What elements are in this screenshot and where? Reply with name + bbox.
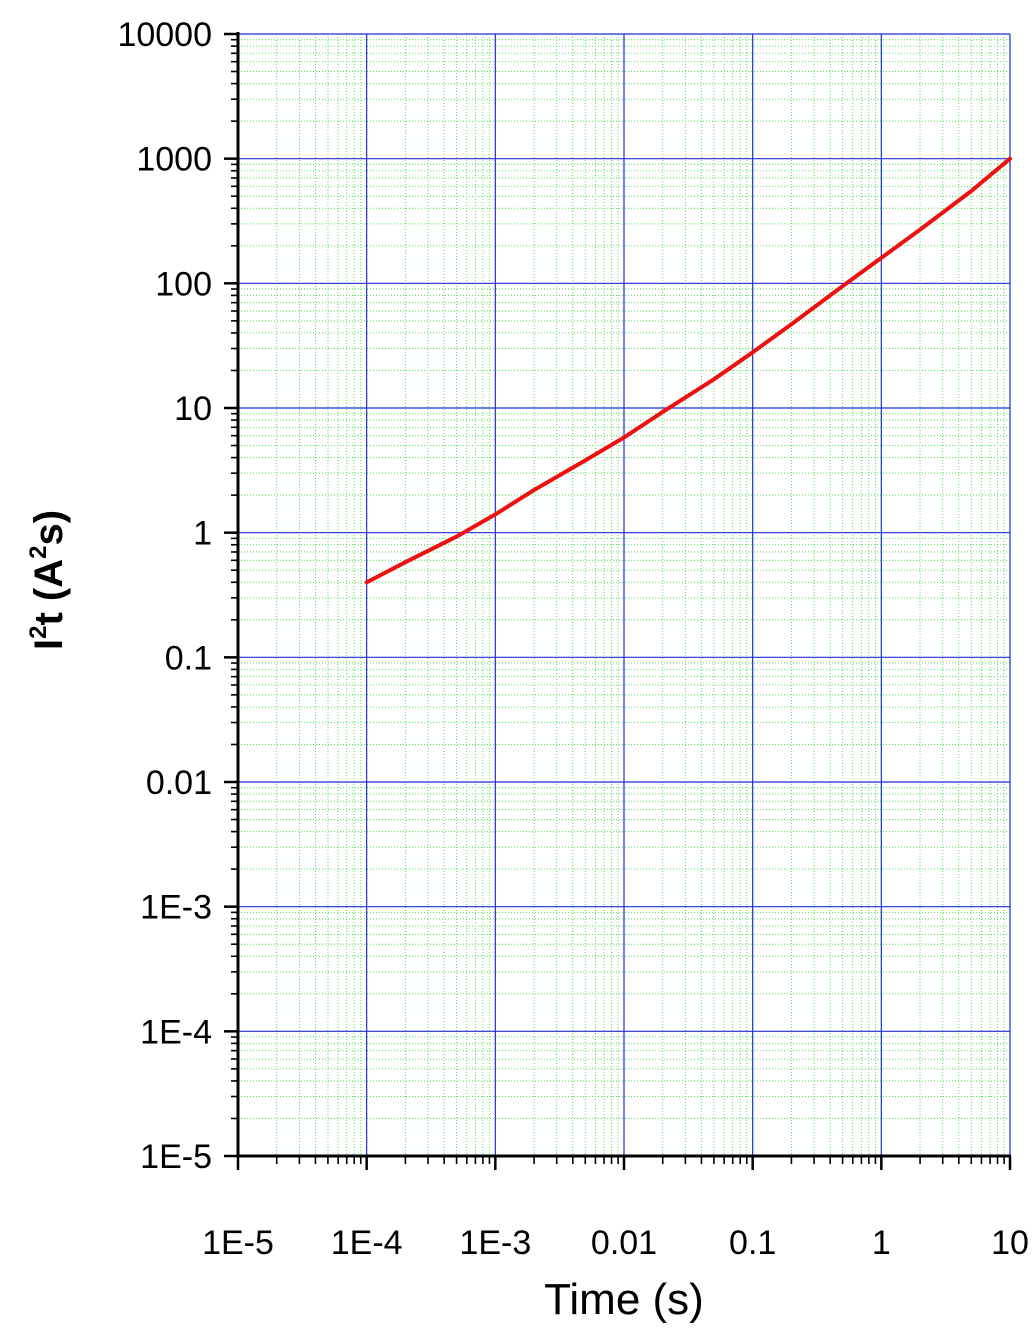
y-tick-label: 1000 xyxy=(136,141,212,179)
x-tick-label: 0.1 xyxy=(729,1224,776,1262)
x-tick-label: 1E-3 xyxy=(459,1224,531,1262)
x-axis-title: Time (s) xyxy=(544,1275,704,1324)
y-axis-title-end: s) xyxy=(27,510,71,546)
x-tick-label: 10 xyxy=(991,1224,1029,1262)
series-line xyxy=(364,156,1012,585)
x-tick-labels: 1E-5 1E-4 1E-3 0.01 0.1 1 10 xyxy=(202,1224,1029,1262)
y-tick-label: 1E-5 xyxy=(140,1138,212,1176)
y-tick-label: 0.1 xyxy=(165,639,212,677)
x-tick-label: 1E-4 xyxy=(331,1224,403,1262)
y-axis-title-sup2: 2 xyxy=(25,546,52,559)
x-tick-label: 1E-5 xyxy=(202,1224,274,1262)
y-tick-label: 1E-3 xyxy=(140,889,212,927)
y-tick-labels: 1E-5 1E-4 1E-3 0.01 0.1 1 10 100 1000 10000 xyxy=(117,16,212,1176)
y-tick-label: 0.01 xyxy=(146,764,212,802)
y-axis-title-base: I xyxy=(27,639,71,650)
y-axis-title-sup1: 2 xyxy=(25,626,52,639)
x-tick-label: 0.01 xyxy=(591,1224,657,1262)
y-tick-label: 1E-4 xyxy=(140,1013,212,1051)
y-axis-title: I2t (A2s) xyxy=(25,510,71,650)
y-tick-label: 10 xyxy=(174,390,212,428)
y-axis-title-mid: t (A xyxy=(27,559,71,626)
y-tick-label: 10000 xyxy=(117,16,212,54)
x-tick-label: 1 xyxy=(872,1224,891,1262)
y-tick-label: 1 xyxy=(193,515,212,553)
axes-layer xyxy=(224,32,1012,1170)
minor-grid xyxy=(238,34,1010,1156)
y-tick-label: 100 xyxy=(155,265,212,303)
series-layer xyxy=(364,156,1012,585)
